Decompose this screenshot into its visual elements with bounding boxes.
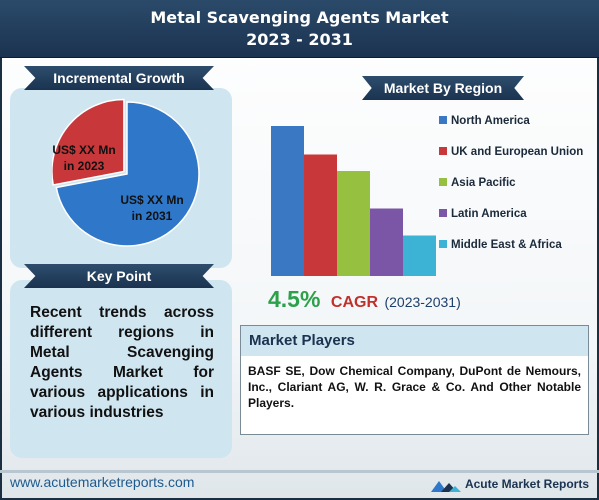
key-point-panel	[10, 280, 232, 458]
legend-swatch	[439, 209, 447, 217]
bar-latin-america	[370, 208, 403, 276]
legend-swatch	[439, 240, 447, 248]
title-bar: Metal Scavenging Agents Market 2023 - 20…	[0, 0, 599, 58]
pie-label-2023: US$ XX Mn in 2023	[52, 143, 115, 173]
title-line-1: Metal Scavenging Agents Market	[150, 8, 449, 27]
footer-brand-name: Acute Market Reports	[464, 477, 589, 491]
cagr-summary: 4.5% CAGR (2023-2031)	[268, 286, 461, 318]
bar-middle-east-africa	[403, 235, 436, 276]
legend-label: Asia Pacific	[451, 177, 516, 189]
brand-logo-icon	[430, 480, 461, 492]
market-by-region-bar-chart: North America UK and European Union Asia P…	[271, 115, 583, 276]
bar-north-america	[271, 126, 304, 276]
key-point-ribbon: Key Point	[24, 264, 214, 288]
cagr-value: 4.5%	[268, 286, 321, 312]
pie-slice-2031	[55, 101, 200, 247]
legend-swatch	[439, 147, 447, 155]
legend-label: Latin America	[451, 208, 527, 220]
incremental-growth-ribbon: Incremental Growth	[24, 66, 214, 90]
pie-slice-2023	[52, 98, 125, 186]
market-by-region-ribbon: Market By Region	[362, 76, 524, 100]
bar-uk-and-european-union	[304, 154, 337, 276]
footer-url-link[interactable]: www.acutemarketreports.com	[10, 474, 195, 490]
bar-asia-pacific	[337, 171, 370, 276]
pie-label-2031: US$ XX Mn in 2031	[120, 193, 183, 223]
legend-swatch	[439, 116, 447, 124]
legend-label: North America	[451, 115, 530, 127]
footer-brand: Acute Market Reports	[430, 477, 589, 492]
key-point-text: Recent trends across different regions i…	[30, 304, 214, 421]
legend-swatch	[439, 178, 447, 186]
title-line-2: 2023 - 2031	[246, 30, 353, 49]
market-players-text: BASF SE, Dow Chemical Company, DuPont de…	[248, 364, 581, 410]
cagr-years: (2023-2031)	[384, 294, 461, 310]
market-players-box: Market Players BASF SE, Dow Chemical Com…	[240, 325, 589, 435]
legend-label: UK and European Union	[451, 146, 583, 158]
cagr-label: CAGR	[330, 294, 378, 311]
legend-label: Middle East & Africa	[451, 239, 562, 251]
footer-divider	[0, 470, 599, 473]
market-players-heading: Market Players	[241, 326, 588, 356]
